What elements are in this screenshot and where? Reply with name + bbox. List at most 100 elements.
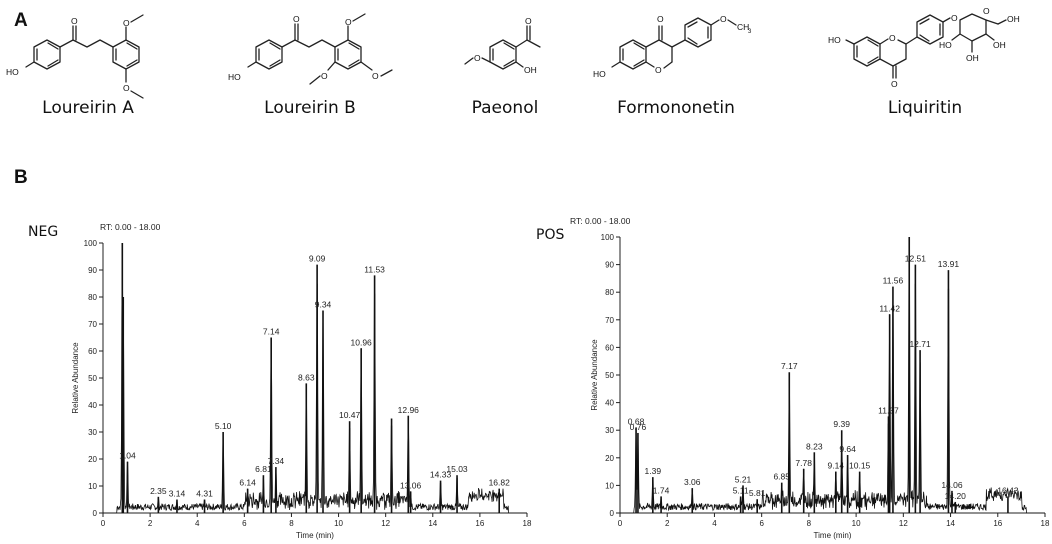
- svg-text:HO: HO: [939, 40, 952, 50]
- x-tick-label: 4: [195, 519, 200, 528]
- y-tick-label: 80: [88, 293, 97, 302]
- liquiritin-structure: HO O O O O OH HO OH OH: [828, 6, 1020, 89]
- loureirin-b-structure: HO O O O O: [228, 13, 393, 85]
- y-tick-label: 50: [88, 374, 97, 383]
- x-tick-label: 14: [428, 519, 437, 528]
- peak-label: 9.64: [839, 444, 856, 454]
- x-tick-label: 16: [993, 519, 1002, 528]
- peak-label: 9.39: [833, 419, 850, 429]
- svg-text:O: O: [474, 53, 481, 63]
- x-tick-label: 0: [618, 519, 623, 528]
- peak-label: 7.17: [781, 361, 798, 371]
- x-tick-label: 6: [242, 519, 247, 528]
- x-tick-label: 8: [289, 519, 294, 528]
- peak-label: 5.11: [733, 485, 749, 495]
- rt-range-label: RT: 0.00 - 18.00: [570, 216, 631, 226]
- svg-text:O: O: [345, 17, 352, 27]
- peak-label: 9.09: [309, 254, 326, 264]
- peak-label: 5.10: [215, 421, 232, 431]
- svg-text:O: O: [657, 14, 664, 24]
- x-tick-label: 10: [852, 519, 861, 528]
- peak-label: 10.47: [339, 410, 361, 420]
- rt-range-label: RT: 0.00 - 18.00: [100, 222, 161, 232]
- loureirin-a-structure: HO O O O: [6, 14, 144, 99]
- x-axis-label: Time (min): [296, 531, 334, 540]
- mode-label: NEG: [28, 224, 58, 240]
- peak-label: 6.14: [239, 478, 256, 488]
- chart-neg: NEG RT: 0.00 - 18.00 0 2 4 6 8 10 12 14 16 18 0 10 20 3…: [28, 222, 532, 540]
- svg-text:HO: HO: [6, 67, 19, 77]
- peak-label: 8.23: [806, 441, 823, 451]
- x-tick-label: 0: [101, 519, 106, 528]
- peak-label: 15.03: [446, 464, 468, 474]
- svg-text:O: O: [293, 14, 300, 24]
- compound-name-loureirin-a: Loureirin A: [42, 98, 134, 118]
- x-tick-label: 10: [334, 519, 343, 528]
- x-tick-label: 16: [475, 519, 484, 528]
- peak-label: 12.51: [905, 254, 927, 264]
- compound-name-liquiritin: Liquiritin: [887, 98, 963, 118]
- peak-label: 9.34: [315, 300, 332, 310]
- y-tick-label: 80: [605, 288, 614, 297]
- peak-label: 2.35: [150, 486, 167, 496]
- peak-label: 10.15: [849, 461, 871, 471]
- panel-b-letter: B: [14, 167, 28, 188]
- svg-text:OH: OH: [524, 65, 537, 75]
- svg-text:O: O: [983, 6, 990, 16]
- x-axis-label: Time (min): [814, 531, 852, 540]
- y-tick-label: 60: [88, 347, 97, 356]
- y-tick-label: 20: [88, 455, 97, 464]
- svg-text:OH: OH: [1007, 14, 1020, 24]
- chemical-structures: HO O O O HO O O O: [6, 6, 1020, 99]
- svg-text:O: O: [891, 79, 898, 89]
- peak-label: 0.76: [630, 422, 647, 432]
- peak-label: 11.56: [883, 276, 904, 286]
- x-tick-label: 18: [523, 519, 532, 528]
- y-tick-label: 70: [88, 320, 97, 329]
- svg-text:HO: HO: [828, 35, 841, 45]
- peak-label: 13.06: [400, 480, 422, 490]
- peak-label: 11.37: [878, 405, 899, 415]
- svg-text:O: O: [655, 65, 662, 75]
- peak-label: 6.85: [773, 472, 790, 482]
- x-tick-label: 12: [381, 519, 390, 528]
- y-tick-label: 30: [88, 428, 97, 437]
- compound-name-loureirin-b: Loureirin B: [264, 98, 356, 118]
- peak-label: 6.81: [255, 464, 272, 474]
- svg-text:O: O: [720, 14, 727, 24]
- svg-text:OH: OH: [966, 53, 979, 63]
- svg-text:HO: HO: [593, 69, 606, 79]
- y-tick-label: 100: [84, 239, 98, 248]
- paeonol-structure: O OH O: [464, 16, 541, 75]
- peak-label: 7.14: [263, 327, 280, 337]
- panel-a-letter: A: [14, 10, 28, 31]
- svg-text:HO: HO: [228, 72, 241, 82]
- x-tick-label: 14: [946, 519, 955, 528]
- svg-text:O: O: [525, 16, 532, 26]
- peak-label: 13.91: [938, 259, 960, 269]
- peak-label: 3.14: [169, 489, 186, 499]
- y-tick-label: 20: [605, 454, 614, 463]
- y-tick-label: 40: [88, 401, 97, 410]
- x-tick-label: 12: [899, 519, 908, 528]
- y-tick-label: 30: [605, 426, 614, 435]
- peak-label: 11.53: [364, 264, 385, 274]
- y-tick-label: 40: [605, 399, 614, 408]
- peak-label: 11.42: [879, 303, 900, 313]
- peak-label: 1.04: [119, 451, 136, 461]
- peak-label: 16.43: [997, 485, 1019, 495]
- peak-label: 12.71: [909, 339, 931, 349]
- peak-label: 7.78: [795, 458, 812, 468]
- x-tick-label: 18: [1041, 519, 1050, 528]
- y-tick-label: 10: [88, 482, 97, 491]
- svg-text:O: O: [71, 16, 78, 26]
- x-tick-label: 8: [807, 519, 812, 528]
- peak-label: 9.14: [828, 461, 845, 471]
- y-tick-label: 10: [605, 481, 614, 490]
- y-tick-label: 70: [605, 316, 614, 325]
- x-tick-label: 2: [665, 519, 670, 528]
- y-tick-label: 60: [605, 343, 614, 352]
- y-axis-label: Relative Abundance: [590, 339, 599, 411]
- svg-text:O: O: [951, 13, 958, 23]
- x-tick-label: 4: [712, 519, 717, 528]
